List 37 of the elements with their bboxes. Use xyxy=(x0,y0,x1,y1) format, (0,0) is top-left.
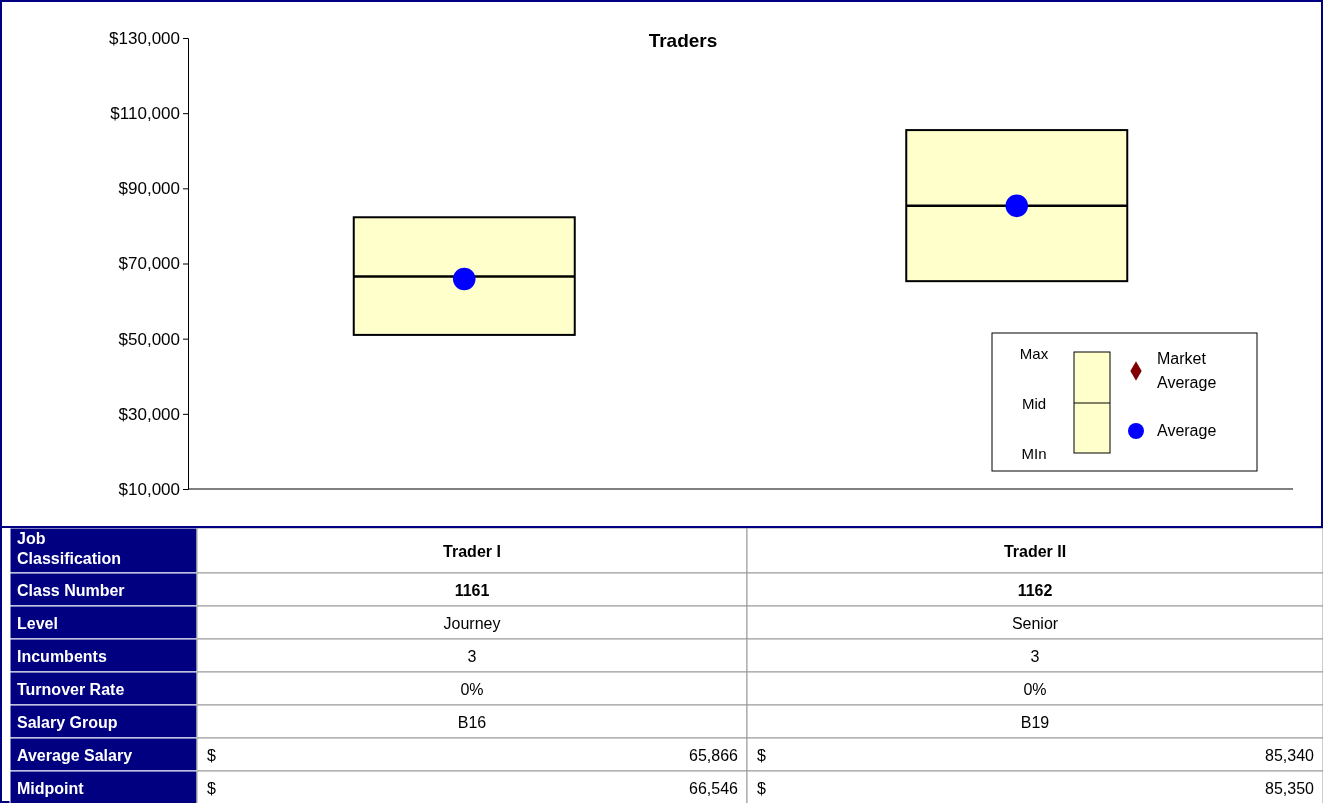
y-tick-label: $130,000 xyxy=(109,28,180,48)
text: 3 xyxy=(1030,647,1040,665)
y-tick-label: $90,000 xyxy=(118,179,180,199)
category-label: Incumbents xyxy=(17,647,107,665)
category-label: Midpoint xyxy=(17,779,84,797)
category-label: Average Salary xyxy=(17,746,133,764)
text: B19 xyxy=(1020,713,1050,731)
text: Journey xyxy=(443,614,501,632)
text: $ 85,340 xyxy=(757,746,1314,764)
category-label: Class Number xyxy=(17,581,125,599)
chart-title: Traders xyxy=(648,30,718,51)
text: 1162 xyxy=(1017,581,1053,599)
legend-label: Average xyxy=(1157,422,1217,439)
category-label: Salary Group xyxy=(17,713,118,731)
text: $ 65,866 xyxy=(207,746,738,764)
y-tick-label: $30,000 xyxy=(118,404,180,424)
annotation: Mid xyxy=(1021,395,1047,412)
x-tick-label: Trader I xyxy=(443,542,501,560)
y-tick-label: $70,000 xyxy=(118,254,180,274)
category-label: Level xyxy=(17,614,58,632)
x-tick-label: Trader II xyxy=(1003,542,1067,560)
y-tick-label: $10,000 xyxy=(118,479,180,499)
annotation: MIn xyxy=(1021,445,1047,462)
legend-label: Market Average xyxy=(1157,350,1217,391)
annotation: Max xyxy=(1019,345,1049,362)
text: 1161 xyxy=(454,581,490,599)
text: $ 85,350 xyxy=(757,779,1314,797)
category-label: Turnover Rate xyxy=(17,680,125,698)
text: Senior xyxy=(1011,614,1059,632)
y-tick-label: $50,000 xyxy=(118,329,180,349)
y-tick-label: $110,000 xyxy=(110,104,180,124)
x-axis-title: Job Classification xyxy=(17,530,122,567)
text: $ 66,546 xyxy=(207,779,738,797)
text: B16 xyxy=(457,713,487,731)
text: 0% xyxy=(460,680,484,698)
text: 3 xyxy=(467,647,477,665)
text: 0% xyxy=(1023,680,1047,698)
